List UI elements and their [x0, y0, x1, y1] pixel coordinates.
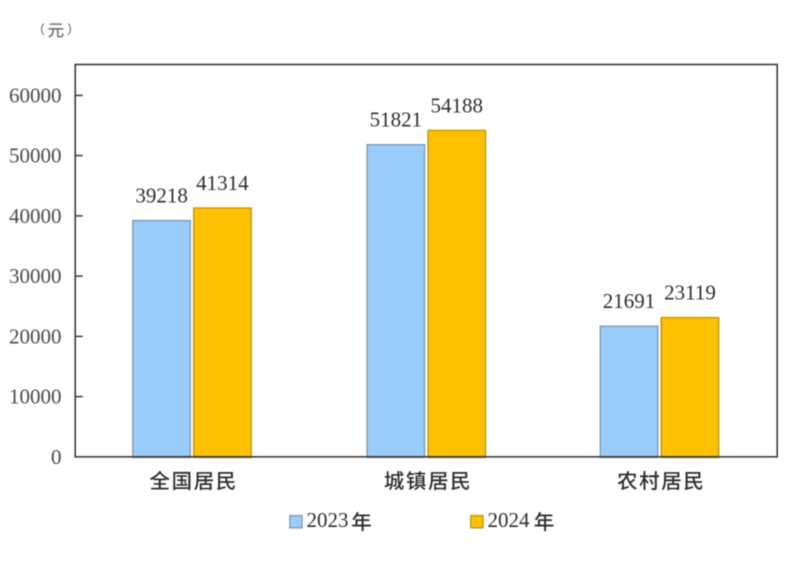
svg-text:23119: 23119 [664, 281, 716, 305]
svg-text:39218: 39218 [135, 184, 188, 208]
svg-text:0: 0 [51, 445, 62, 469]
svg-text:50000: 50000 [9, 144, 62, 168]
svg-text:51821: 51821 [370, 108, 423, 132]
svg-text:60000: 60000 [9, 83, 62, 107]
svg-text:2024: 2024 [488, 508, 531, 532]
svg-text:10000: 10000 [9, 385, 62, 409]
svg-text:21691: 21691 [603, 289, 656, 313]
svg-text:20000: 20000 [9, 324, 62, 348]
svg-text:40000: 40000 [9, 204, 62, 228]
svg-text:54188: 54188 [431, 93, 484, 117]
svg-text:2023: 2023 [307, 508, 349, 532]
svg-text:30000: 30000 [9, 264, 62, 288]
svg-text:41314: 41314 [196, 171, 249, 195]
